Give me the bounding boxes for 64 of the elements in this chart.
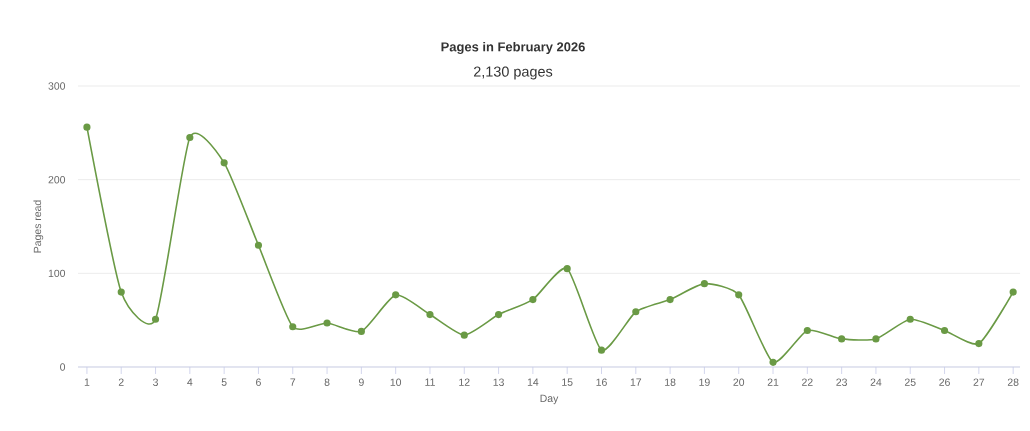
point (597, 346, 606, 354)
x-tick-label: 4 (187, 378, 193, 386)
y-tick-label: 100 (48, 269, 66, 278)
point (940, 326, 949, 335)
x-tick-label: 17 (630, 378, 642, 386)
x-tick-label: 1 (84, 378, 90, 386)
y-axis-title: Pages read (33, 200, 44, 253)
x-tick-label: 19 (699, 378, 710, 386)
x-tick-label: 3 (153, 378, 158, 386)
x-tick-label: 18 (665, 378, 676, 386)
point (529, 295, 537, 304)
x-axis-title: Day (540, 394, 559, 405)
x-tick-label: 12 (459, 378, 470, 386)
x-tick-label: 14 (527, 378, 539, 386)
point (323, 319, 331, 327)
point (906, 315, 914, 323)
x-tick-label: 16 (596, 378, 607, 386)
x-tick-label: 2 (118, 378, 124, 386)
point (460, 331, 468, 339)
x-tick-label: 8 (324, 378, 330, 386)
x-tick-label: 20 (733, 378, 745, 386)
x-tick-label: 23 (836, 378, 847, 386)
x-tick-label: 5 (221, 378, 227, 386)
x-tick-label: 24 (870, 378, 882, 386)
point (803, 326, 811, 335)
point (357, 327, 365, 335)
point (666, 295, 674, 304)
x-tick-label: 15 (562, 378, 573, 386)
y-tick-label: 300 (48, 82, 66, 90)
point (426, 310, 434, 319)
point (872, 335, 880, 343)
point (494, 310, 503, 319)
point (769, 358, 777, 366)
point (186, 133, 194, 142)
point (632, 308, 640, 316)
point (563, 265, 571, 273)
point (83, 123, 91, 131)
chart-title: Pages in February 2026 (441, 41, 585, 55)
x-tick-label: 10 (390, 378, 402, 386)
x-tick-label: 26 (939, 378, 950, 386)
point (700, 280, 708, 288)
point (220, 159, 228, 167)
point (254, 241, 263, 249)
x-tick-label: 13 (493, 378, 504, 386)
y-tick-label: 0 (60, 363, 66, 371)
x-tick-label: 27 (973, 378, 985, 386)
point (838, 335, 846, 343)
point (151, 315, 160, 323)
x-tick-label: 22 (802, 378, 813, 386)
x-tick-label: 11 (425, 378, 435, 386)
point (735, 291, 743, 299)
point (117, 288, 125, 296)
chart-subtitle: 2,130 pages (473, 66, 553, 80)
point (1009, 288, 1017, 296)
x-tick-label: 25 (904, 378, 916, 386)
y-tick-label: 200 (48, 175, 66, 184)
x-tick-label: 7 (290, 378, 296, 386)
x-tick-label: 6 (256, 378, 261, 386)
x-tick-label: 21 (767, 378, 779, 386)
point (289, 323, 297, 331)
point (975, 339, 983, 348)
x-tick-label: 9 (358, 378, 364, 386)
x-tick-label: 28 (1007, 378, 1019, 386)
point (392, 291, 400, 299)
